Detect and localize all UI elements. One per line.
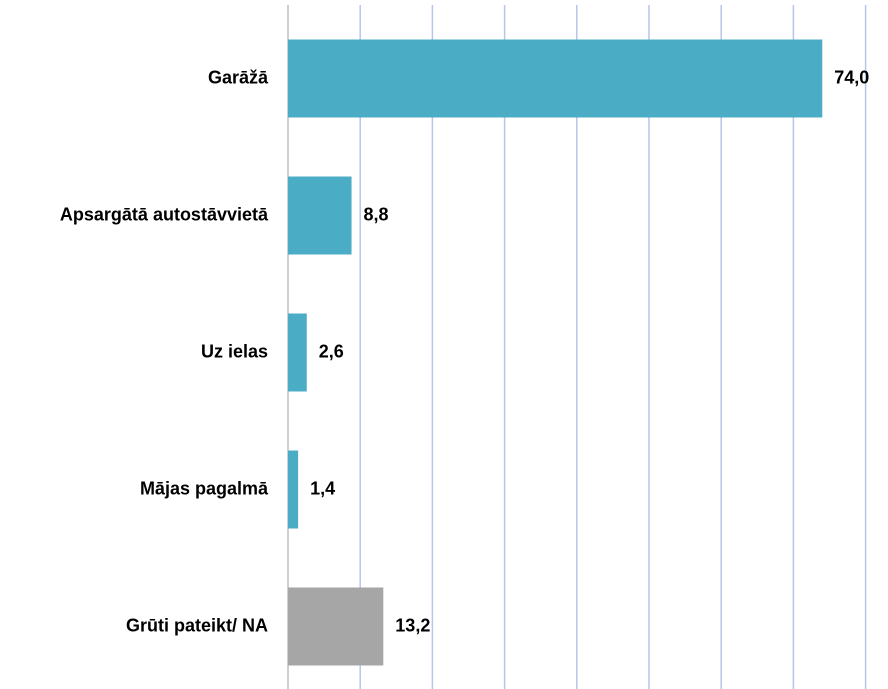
bar <box>288 176 352 255</box>
value-label: 8,8 <box>364 204 389 224</box>
bar <box>288 587 384 666</box>
value-label: 1,4 <box>310 478 335 498</box>
category-label: Apsargātā autostāvvietā <box>60 204 269 224</box>
category-label: Mājas pagalmā <box>140 478 269 498</box>
bar <box>288 39 823 118</box>
value-label: 74,0 <box>834 67 869 87</box>
bar <box>288 313 307 392</box>
category-label: Uz ielas <box>201 341 268 361</box>
category-label: Garāžā <box>208 67 269 87</box>
value-label: 2,6 <box>319 341 344 361</box>
value-label: 13,2 <box>395 615 430 635</box>
category-label: Grūti pateikt/ NA <box>126 615 268 635</box>
bar <box>288 450 299 529</box>
